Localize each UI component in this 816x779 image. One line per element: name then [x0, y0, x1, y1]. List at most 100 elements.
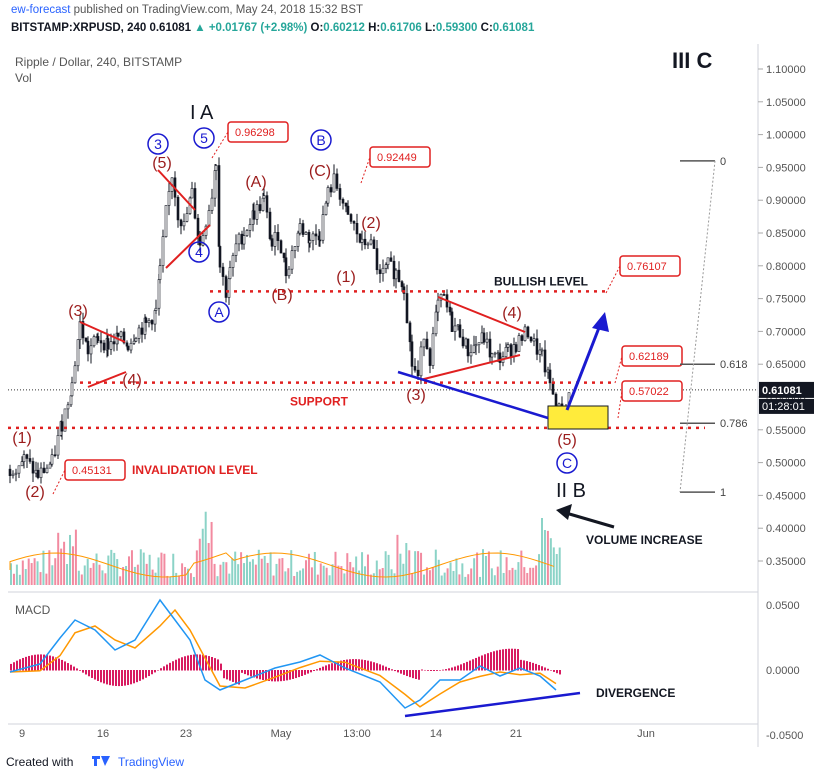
macd-histogram-bar — [55, 657, 57, 671]
macd-histogram-bar — [229, 670, 231, 681]
volume-bar — [420, 552, 423, 585]
callout-96298-leader — [211, 131, 229, 159]
macd-histogram-bar — [286, 670, 288, 681]
macd-histogram-bar — [109, 670, 111, 686]
volume-bar — [136, 564, 139, 585]
callout-45131-box — [64, 459, 126, 481]
up-arrow-icon: ▲ — [194, 22, 206, 34]
candle-body — [520, 335, 524, 341]
wave-label-red: (C) — [309, 163, 331, 180]
volume-bar — [281, 558, 284, 585]
macd-histogram-bar — [16, 660, 18, 671]
macd-histogram-bar — [106, 670, 108, 685]
macd-histogram-bar — [85, 670, 87, 675]
volume-bar — [175, 572, 178, 585]
macd-histogram-bar — [181, 657, 183, 671]
macd-histogram-bar — [481, 655, 483, 671]
macd-histogram-bar — [373, 662, 375, 671]
candle-body — [466, 338, 470, 357]
volume-bar — [366, 554, 369, 585]
volume-bars — [9, 511, 561, 585]
price-tick-label: 0.85000 — [766, 228, 806, 240]
callout-76107-text: 0.76107 — [627, 261, 667, 273]
volume-bar — [372, 573, 375, 585]
close-value: 0.61081 — [492, 22, 535, 34]
macd-histogram-bar — [61, 659, 63, 671]
volume-bar — [133, 566, 136, 585]
candle-body — [73, 365, 77, 384]
macd-histogram-bar — [196, 654, 198, 671]
macd-histogram-bar — [52, 656, 54, 671]
wave-label-red: (1) — [336, 269, 356, 286]
wave-label-iii-c: III C — [672, 48, 712, 73]
macd-histogram-bar — [400, 670, 402, 674]
support-label: SUPPORT — [290, 395, 349, 409]
volume-bar — [139, 549, 142, 585]
time-tick-label: May — [271, 728, 292, 740]
macd-histogram-bar — [37, 654, 39, 671]
fib-level-label: 0 — [720, 156, 726, 168]
macd-histogram-bar — [337, 661, 339, 671]
candle-body — [179, 219, 183, 227]
macd-histogram-bar — [103, 670, 105, 684]
candle-body — [526, 326, 530, 338]
candle-body — [326, 187, 330, 204]
volume-bar — [423, 574, 425, 585]
macd-histogram-bar — [460, 664, 462, 671]
candle-body — [164, 205, 168, 238]
macd-histogram-bar — [34, 654, 36, 671]
tradingview-link[interactable]: TradingView — [118, 755, 185, 769]
macd-histogram-bar — [541, 666, 543, 671]
candle-body — [221, 266, 225, 277]
candle-body — [116, 332, 120, 337]
last-price: 0.61081 — [149, 22, 192, 34]
macd-histogram-bar — [313, 670, 315, 672]
time-tick-label: Jun — [637, 728, 655, 740]
candle-body — [349, 214, 353, 222]
publisher-name[interactable]: ew-forecast — [11, 4, 71, 16]
volume-bar — [502, 572, 505, 585]
candle-body — [498, 352, 502, 363]
wave-circle — [310, 129, 332, 151]
volume-bar — [307, 553, 310, 585]
candle-body — [477, 342, 481, 346]
volume-bar — [526, 572, 529, 585]
volume-bar — [541, 518, 543, 585]
candle-body — [69, 395, 73, 406]
price-tick-label: 0.65000 — [766, 359, 806, 371]
candle-body — [36, 469, 40, 478]
callout-62189-text: 0.62189 — [629, 351, 669, 363]
volume-bar — [119, 576, 122, 585]
volume-bar — [145, 563, 148, 585]
candle-body — [485, 338, 489, 343]
macd-histogram-bar — [268, 670, 270, 682]
candle-body — [161, 236, 165, 266]
candle-body — [196, 217, 200, 237]
time-tick-label: 16 — [97, 728, 109, 740]
invalidation-level-label: INVALIDATION LEVEL — [132, 463, 258, 477]
candle-body — [450, 311, 454, 332]
candle-body — [268, 211, 272, 239]
volume-bar — [293, 576, 296, 585]
price-chart[interactable]: Ripple / Dollar, 240, BITSTAMP Vol MACD … — [0, 0, 816, 748]
time-tick-label: 21 — [510, 728, 522, 740]
macd-histogram-bar — [367, 660, 369, 671]
candle-body — [231, 255, 235, 268]
volume-bar — [319, 563, 322, 585]
volume-bar — [399, 553, 402, 585]
volume-bar — [490, 568, 493, 585]
candle-body — [126, 345, 130, 351]
candle-body — [106, 338, 110, 350]
volume-bar — [154, 572, 157, 585]
candle-body — [287, 268, 291, 277]
candle-body — [352, 221, 356, 224]
macd-histogram-bar — [526, 661, 528, 671]
macd-histogram-bar — [520, 659, 522, 671]
price-tick-label: 0.90000 — [766, 195, 806, 207]
red-trendline — [157, 169, 196, 211]
red-trendline — [165, 224, 211, 269]
volume-bar — [207, 543, 210, 585]
volume-bar — [216, 576, 219, 585]
volume-bar — [361, 552, 364, 585]
volume-bar — [116, 559, 119, 585]
